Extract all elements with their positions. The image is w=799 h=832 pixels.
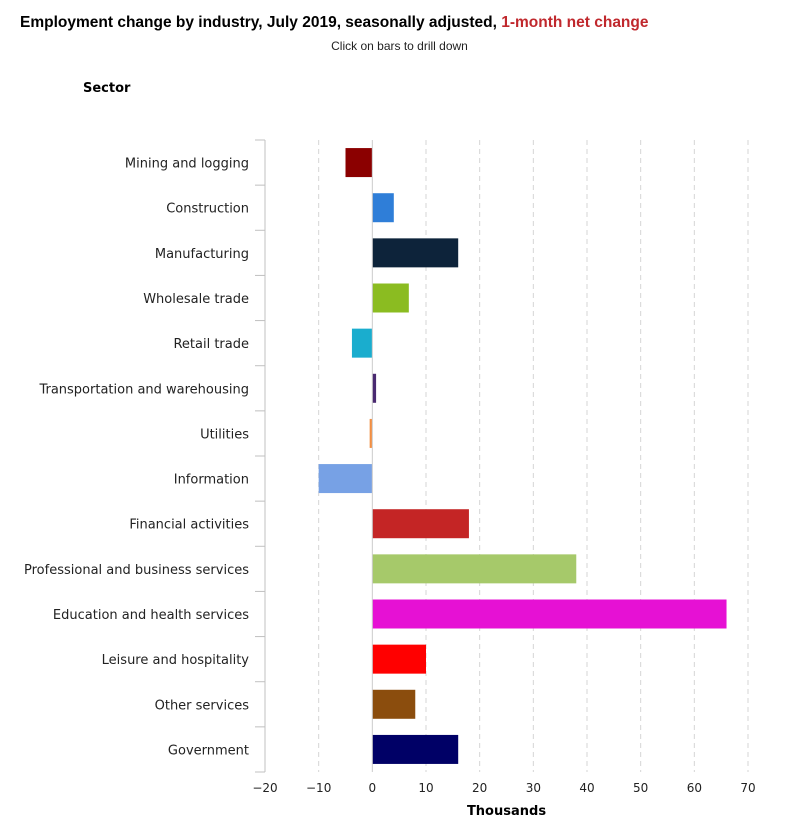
bar[interactable] bbox=[372, 283, 409, 313]
bar[interactable] bbox=[372, 238, 459, 268]
category-label: Transportation and warehousing bbox=[38, 382, 249, 397]
bar[interactable] bbox=[372, 599, 727, 629]
x-tick-label: −10 bbox=[306, 781, 331, 795]
bar[interactable] bbox=[372, 193, 394, 223]
bar[interactable] bbox=[372, 373, 377, 403]
bar[interactable] bbox=[372, 644, 426, 674]
category-label: Manufacturing bbox=[155, 247, 249, 262]
x-tick-label: 40 bbox=[579, 781, 594, 795]
chart-title: Employment change by industry, July 2019… bbox=[20, 14, 780, 32]
grid-lines bbox=[264, 140, 749, 772]
category-label: Wholesale trade bbox=[143, 292, 249, 307]
y-axis-title: Sector bbox=[83, 81, 131, 96]
chart-title-accent: 1-month net change bbox=[501, 14, 649, 31]
category-label: Education and health services bbox=[53, 608, 249, 623]
tick-labels: −20 −10 0 10 20 30 40 50 60 70 bbox=[252, 781, 755, 795]
x-tick-label: 20 bbox=[472, 781, 487, 795]
bar[interactable] bbox=[318, 464, 373, 494]
chart-subtitle: Click on bars to drill down bbox=[331, 39, 468, 53]
category-label: Other services bbox=[155, 698, 250, 713]
bar[interactable] bbox=[372, 554, 577, 584]
bars bbox=[318, 148, 727, 764]
x-tick-label: 30 bbox=[526, 781, 541, 795]
x-tick-label: −20 bbox=[252, 781, 277, 795]
category-label: Mining and logging bbox=[125, 157, 249, 172]
chart-title-main: Employment change by industry, July 2019… bbox=[20, 14, 502, 31]
bar[interactable] bbox=[345, 148, 373, 178]
bar[interactable] bbox=[351, 328, 373, 358]
x-tick-label: 10 bbox=[418, 781, 433, 795]
axes bbox=[255, 139, 373, 773]
x-tick-label: 70 bbox=[740, 781, 755, 795]
x-tick-label: 60 bbox=[687, 781, 702, 795]
bar[interactable] bbox=[372, 689, 416, 719]
category-label: Utilities bbox=[200, 427, 249, 442]
category-label: Financial activities bbox=[129, 518, 249, 533]
category-label: Professional and business services bbox=[24, 563, 249, 578]
bar[interactable] bbox=[372, 509, 469, 539]
category-labels: Mining and logging Construction Manufactur… bbox=[24, 157, 249, 759]
category-label: Retail trade bbox=[173, 337, 249, 352]
category-label: Information bbox=[174, 473, 249, 488]
x-tick-label: 50 bbox=[633, 781, 648, 795]
x-tick-label: 0 bbox=[369, 781, 377, 795]
x-axis-title: Thousands bbox=[467, 804, 546, 819]
category-label: Leisure and hospitality bbox=[102, 653, 250, 668]
bar[interactable] bbox=[369, 418, 373, 448]
category-label: Government bbox=[168, 743, 249, 758]
category-label: Construction bbox=[166, 202, 249, 217]
bar[interactable] bbox=[372, 734, 459, 764]
